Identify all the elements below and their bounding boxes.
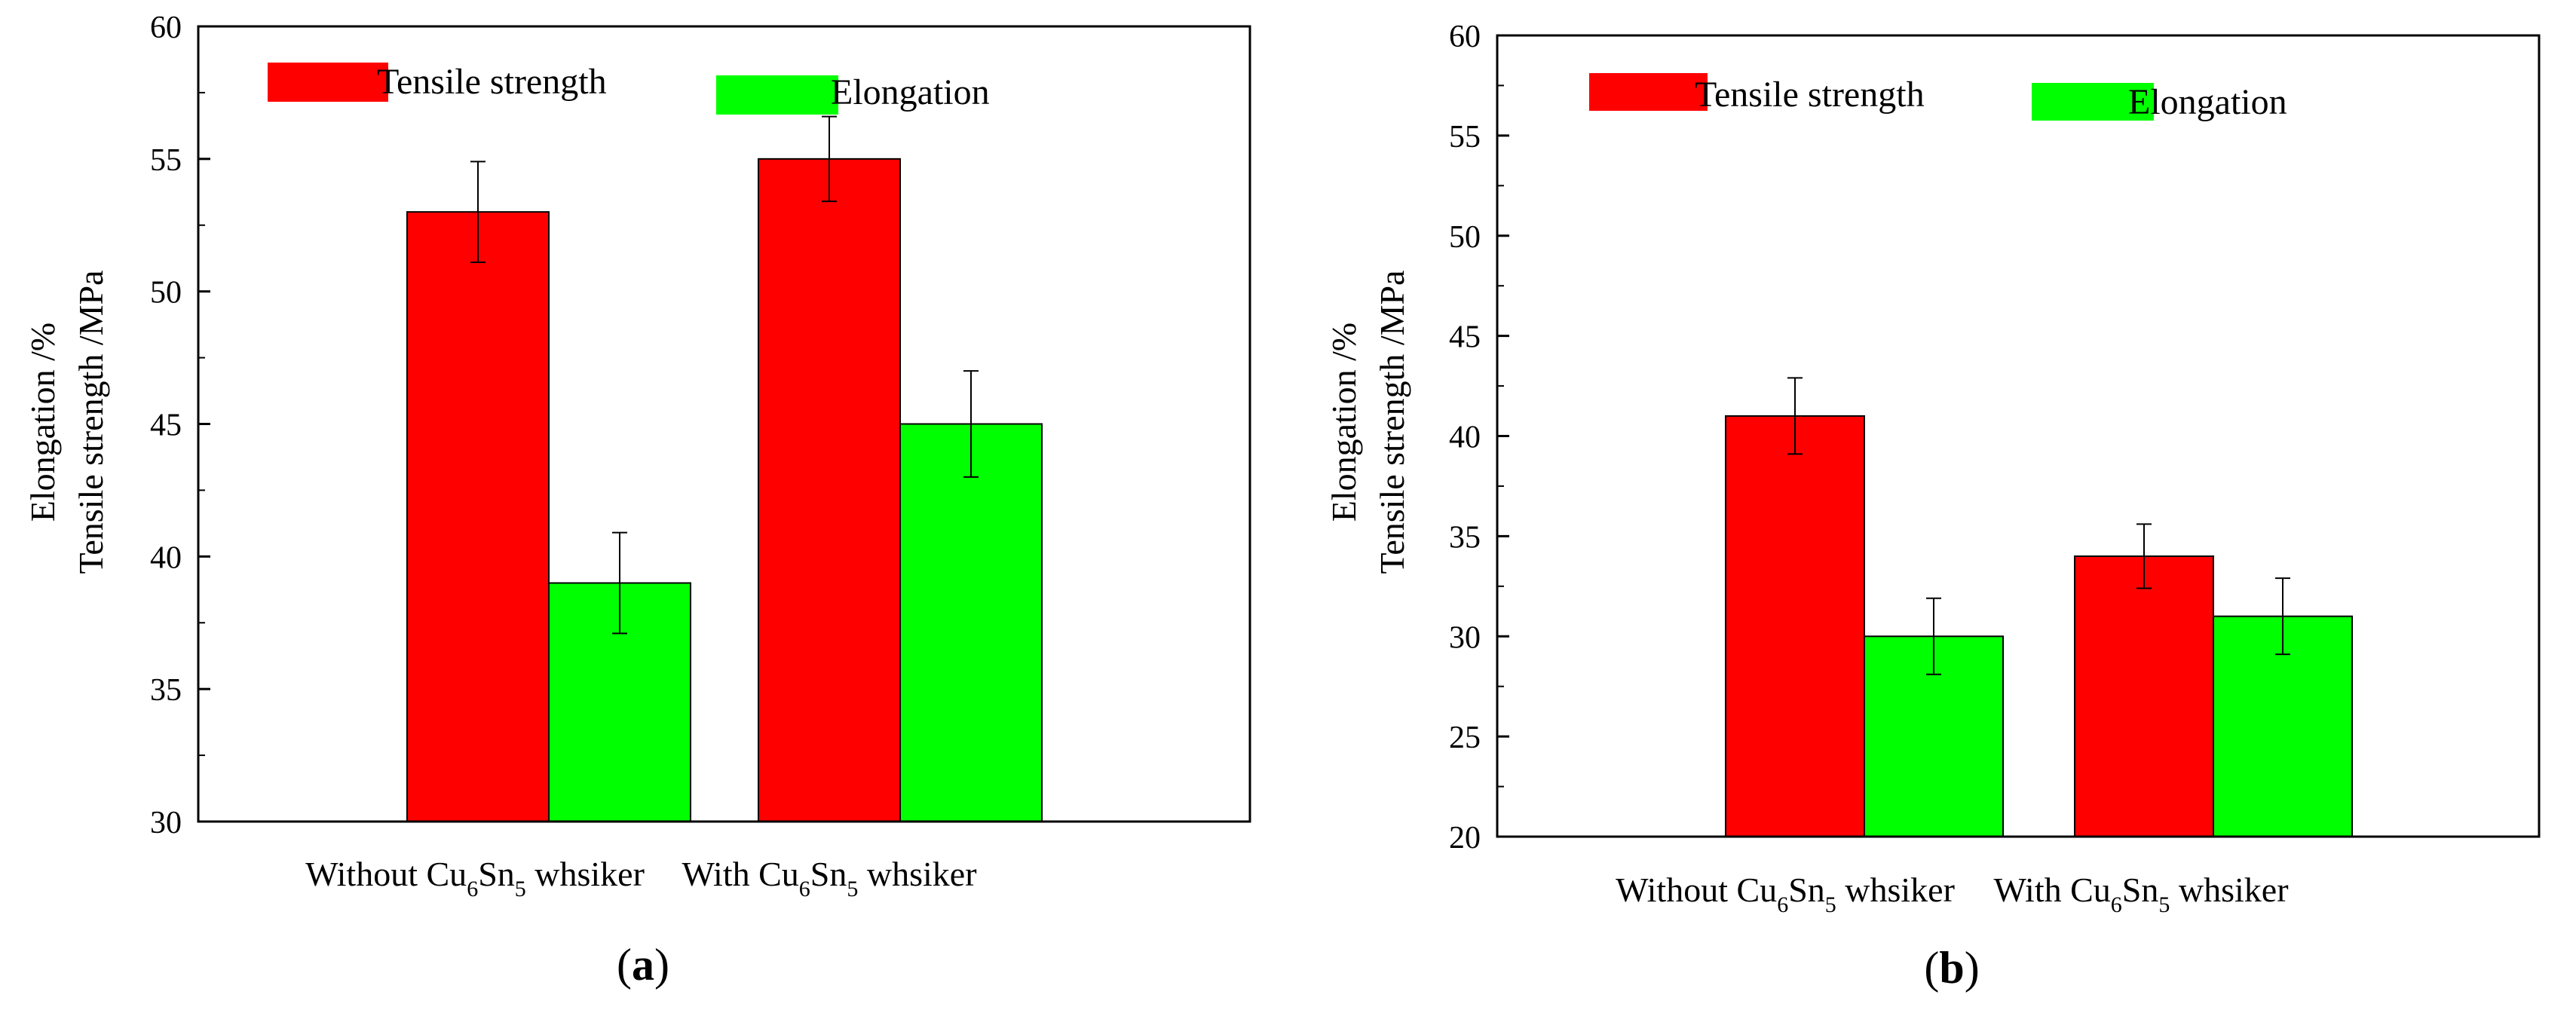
chart-b-panel-label-paren: ( — [1924, 943, 1939, 993]
chart-b-category-0-subscript: 6 — [1777, 892, 1788, 917]
chart-a-category-1-text: With Cu — [682, 855, 798, 893]
chart-a-category-1-subscript: 5 — [847, 877, 858, 901]
chart-a-legend-label-1: Elongation — [831, 72, 990, 112]
chart-a-category-0-text: Sn — [478, 855, 515, 893]
chart-a-y-tick-label-40: 40 — [150, 540, 182, 575]
chart-a-category-0-subscript: 6 — [467, 877, 478, 901]
chart-b-panel-label-paren: ) — [1965, 943, 1980, 993]
chart-a-category-label-1: With Cu6Sn5 whsiker — [682, 855, 976, 901]
chart-b-legend-swatch-0 — [1589, 73, 1708, 111]
chart-a-category-1-subscript: 6 — [799, 877, 810, 901]
chart-a-panel-label-letter: a — [632, 940, 654, 990]
chart-b-y-tick-label-30: 30 — [1449, 620, 1481, 655]
chart-a-y-tick-label-60: 60 — [150, 11, 182, 45]
chart-a-category-0-text: Without Cu — [305, 855, 467, 893]
chart-b-category-0-subscript: 5 — [1825, 892, 1836, 917]
chart-b-category-1-subscript: 5 — [2158, 892, 2170, 917]
chart-b-category-0-text: Sn — [1788, 871, 1825, 909]
chart-b-category-1-text: With Cu — [1993, 871, 2110, 909]
chart-b-plot-frame — [1496, 34, 2541, 838]
chart-b-ylabel-elongation: Elongation /% — [1325, 323, 1363, 522]
chart-a-plot-frame — [197, 25, 1251, 823]
chart-a-category-label-0: Without Cu6Sn5 whsiker — [305, 855, 645, 901]
chart-b-y-tick-label-35: 35 — [1449, 520, 1481, 555]
chart-b-panel-label-letter: b — [1939, 943, 1964, 993]
chart-b-y-tick-label-55: 55 — [1449, 120, 1481, 155]
chart-a-y-tick-label-55: 55 — [150, 143, 182, 178]
chart-b-y-tick-label-60: 60 — [1449, 20, 1481, 54]
chart-b-category-label-1: With Cu6Sn5 whsiker — [1993, 871, 2288, 917]
chart-b-ylabel-tensile: Tensile strength /MPa — [1373, 270, 1411, 574]
chart-b-legend-swatch-1 — [2032, 83, 2154, 121]
chart-a-ylabel-tensile: Tensile strength /MPa — [72, 270, 110, 574]
chart-b-bar-tensile-0 — [1725, 415, 1865, 837]
chart-b-category-0-text: Without Cu — [1616, 871, 1777, 909]
chart-a-ylabel-elongation: Elongation /% — [23, 323, 62, 522]
chart-a-legend-swatch-0 — [268, 63, 388, 102]
chart-a-panel-label: (a) — [617, 940, 669, 990]
chart-a-legend-swatch-1 — [716, 75, 838, 115]
chart-a-category-0-text: whsiker — [526, 855, 645, 893]
chart-b-panel-label: (b) — [1924, 943, 1979, 993]
chart-a-bar-elongation-1 — [899, 423, 1043, 822]
chart-panel-a: 30 35 40 45 50 55 60 Elongation /% Tensile stren… — [23, 11, 1251, 990]
chart-b-y-tick-label-45: 45 — [1449, 320, 1481, 355]
chart-b-category-0-text: whsiker — [1836, 871, 1955, 909]
chart-a-panel-label-paren: ) — [654, 940, 669, 990]
chart-b-category-1-subscript: 6 — [2111, 892, 2122, 917]
chart-b-category-1-text: whsiker — [2170, 871, 2288, 909]
chart-a-bar-tensile-0 — [406, 211, 550, 822]
chart-a-category-1-text: whsiker — [858, 855, 976, 893]
chart-a-panel-label-paren: ( — [617, 940, 632, 990]
chart-a-bar-tensile-1 — [758, 158, 901, 823]
chart-panel-b: 20 25 30 35 40 45 50 55 60 Elongation /% Tensile s… — [1288, 0, 2576, 1013]
chart-b-legend-label-0: Tensile strength — [1695, 75, 1925, 115]
chart-a-category-1-text: Sn — [810, 855, 847, 893]
chart-a-y-tick-label-35: 35 — [150, 673, 182, 708]
chart-b-y-tick-label-50: 50 — [1449, 220, 1481, 255]
chart-a-legend-label-0: Tensile strength — [377, 62, 607, 102]
chart-b-y-tick-label-40: 40 — [1449, 421, 1481, 455]
chart-a-y-tick-label-50: 50 — [150, 276, 182, 311]
chart-a-y-tick-label-45: 45 — [150, 409, 182, 443]
chart-b-category-1-text: Sn — [2122, 871, 2159, 909]
chart-b-legend-label-1: Elongation — [2128, 82, 2287, 122]
chart-b-y-tick-label-25: 25 — [1449, 721, 1481, 755]
chart-a-y-tick-label-30: 30 — [150, 806, 182, 840]
chart-a-category-0-subscript: 5 — [515, 877, 526, 901]
chart-b-y-tick-label-20: 20 — [1449, 821, 1481, 855]
chart-b-category-label-0: Without Cu6Sn5 whsiker — [1616, 871, 1955, 917]
chart-b-bar-tensile-1 — [2074, 555, 2214, 837]
